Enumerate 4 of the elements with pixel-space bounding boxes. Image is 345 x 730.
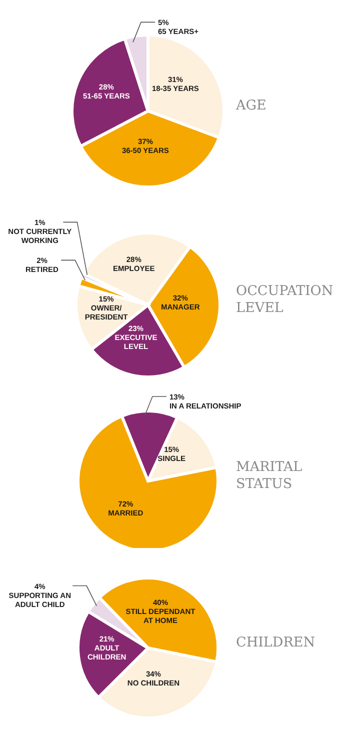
text: MARITAL STATUS [236, 459, 304, 493]
text: AGE [236, 98, 268, 114]
text: CHILDREN [236, 634, 316, 652]
text: OCCUPATION LEVEL [236, 283, 334, 317]
